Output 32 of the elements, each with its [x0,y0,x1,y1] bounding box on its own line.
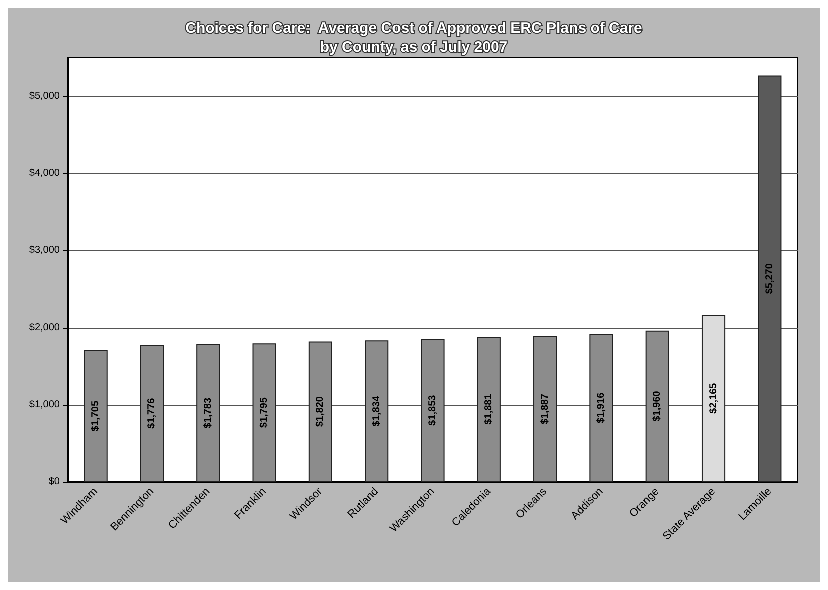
y-tick-label: $2,000 [29,322,60,334]
bar [534,336,558,482]
chart-title: Choices for Care: Average Cost of Approved ERC Plans of Care by County, as of July 2007 [186,20,642,56]
data-label: $1,795 [259,397,270,428]
data-label: $1,820 [315,396,326,428]
data-label: $2,165 [708,382,720,414]
data-label: $1,960 [652,390,664,422]
data-label: $1,881 [484,394,495,425]
bar [646,330,670,482]
data-label: $1,783 [202,398,214,429]
data-label: $1,916 [596,392,607,424]
bar [477,336,501,482]
y-tick-label: $5,000 [29,91,60,102]
data-label: $1,705 [90,400,102,432]
data-label: $1,834 [371,396,382,427]
data-label: $5,270 [764,263,776,294]
bar [252,344,276,482]
y-tick-label: $4,000 [29,168,60,180]
y-tick-label: $0 [48,476,60,488]
bar [308,342,332,482]
bar [84,350,108,482]
data-label: $1,776 [146,398,158,429]
bar [365,340,389,482]
data-label: $1,853 [428,394,438,426]
bar [590,334,614,482]
y-tick-label: $1,000 [29,399,60,410]
y-tick-label: $3,000 [29,245,60,256]
bar [702,315,726,482]
bar [140,345,164,482]
data-label: $1,887 [540,394,551,425]
bar [421,339,445,482]
bar [196,344,220,482]
